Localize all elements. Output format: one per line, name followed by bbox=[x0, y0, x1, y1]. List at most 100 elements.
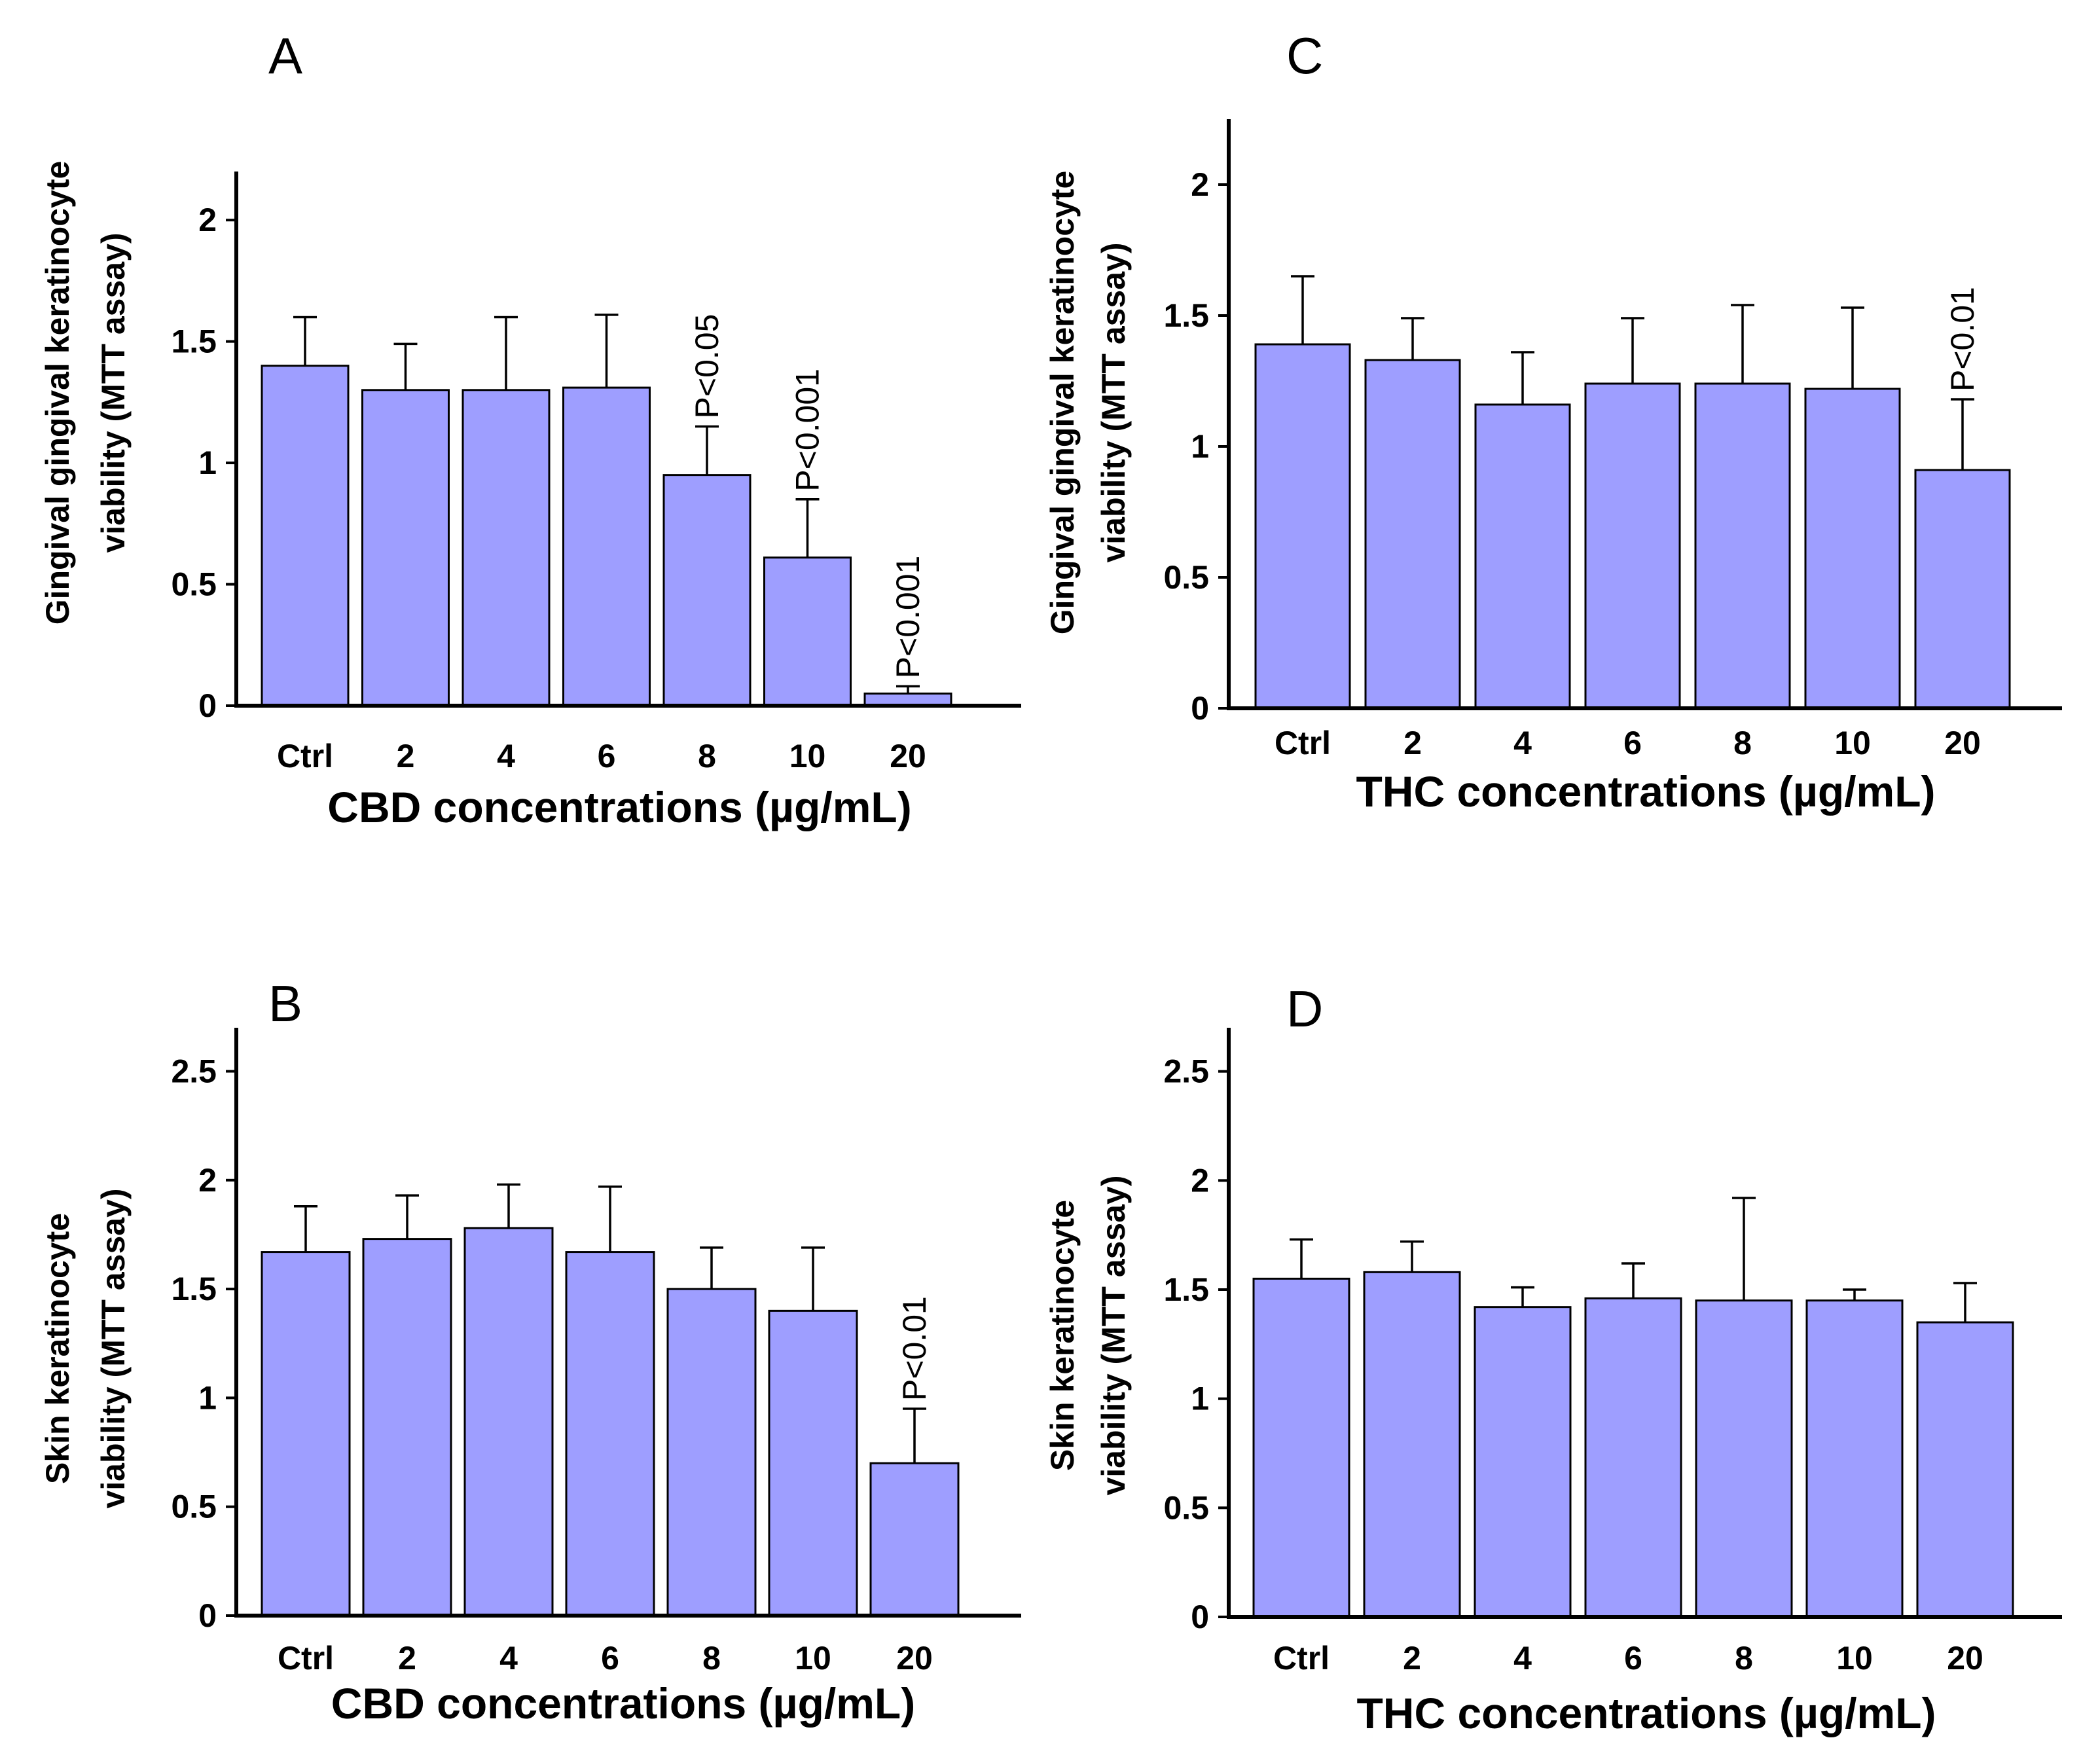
bar bbox=[1584, 1297, 1682, 1618]
x-tick-label: 8 bbox=[1735, 1640, 1753, 1676]
y-tick-label: 1.5 bbox=[171, 1271, 217, 1307]
x-tick-label: 2 bbox=[398, 1640, 416, 1676]
x-tick-label: 6 bbox=[1623, 725, 1642, 761]
x-tick-label: 6 bbox=[598, 738, 616, 774]
y-tick-label: 1.5 bbox=[1163, 297, 1209, 334]
x-tick-label: Ctrl bbox=[1275, 725, 1331, 761]
significance-label: P<0.01 bbox=[1944, 287, 1981, 391]
y-tick-label: 2 bbox=[198, 202, 217, 238]
y-axis-label: viability (MTT assay) bbox=[1095, 242, 1132, 562]
y-tick-label: 2.5 bbox=[1163, 1053, 1209, 1090]
x-tick-label: 20 bbox=[1947, 1640, 1983, 1676]
x-tick-label: 4 bbox=[499, 1640, 518, 1676]
x-tick-label: Ctrl bbox=[1273, 1640, 1330, 1676]
y-axis-label: Skin keratinocyte bbox=[1044, 1200, 1081, 1471]
panel-label: C bbox=[1286, 27, 1323, 84]
bar bbox=[763, 556, 852, 707]
y-tick-label: 1 bbox=[1191, 428, 1209, 465]
y-axis-label: viability (MTT assay) bbox=[1095, 1175, 1132, 1495]
bar bbox=[462, 389, 551, 707]
bar bbox=[1694, 382, 1791, 710]
x-tick-label: 10 bbox=[795, 1640, 831, 1676]
x-axis-label: THC concentrations (µg/mL) bbox=[1356, 767, 1935, 816]
y-tick-label: 0 bbox=[198, 1597, 217, 1634]
x-tick-label: 4 bbox=[1513, 725, 1532, 761]
bar bbox=[1916, 1321, 2014, 1618]
x-tick-label: 8 bbox=[1733, 725, 1752, 761]
bar bbox=[1254, 343, 1351, 710]
y-axis-label: Skin keratinocyte bbox=[39, 1213, 76, 1484]
y-tick-label: 0 bbox=[1191, 1599, 1209, 1635]
bar bbox=[662, 474, 751, 707]
x-tick-label: 20 bbox=[890, 738, 926, 774]
bar bbox=[1474, 403, 1571, 710]
bar bbox=[1252, 1277, 1350, 1618]
x-tick-label: 10 bbox=[789, 738, 826, 774]
y-axis-label: viability (MTT assay) bbox=[95, 232, 132, 552]
bar bbox=[261, 1251, 351, 1617]
y-tick-label: 0.5 bbox=[171, 566, 217, 603]
y-tick-label: 2.5 bbox=[171, 1053, 217, 1090]
y-axis-label: Gingival gingival keratinocyte bbox=[1044, 171, 1081, 635]
significance-label: P<0.05 bbox=[689, 314, 725, 419]
y-tick-label: 0.5 bbox=[171, 1489, 217, 1525]
y-tick-label: 1 bbox=[198, 1379, 217, 1416]
significance-label: P<0.01 bbox=[896, 1296, 933, 1401]
y-tick-label: 1.5 bbox=[1163, 1271, 1209, 1308]
bar bbox=[1805, 1299, 1904, 1618]
panel-label: D bbox=[1286, 980, 1323, 1038]
x-tick-label: 20 bbox=[896, 1640, 933, 1676]
y-tick-label: 1.5 bbox=[171, 323, 217, 360]
x-tick-label: 8 bbox=[698, 738, 716, 774]
bar bbox=[361, 389, 450, 707]
y-tick-label: 2 bbox=[198, 1162, 217, 1199]
y-tick-label: 0.5 bbox=[1163, 559, 1209, 596]
panel-label: A bbox=[268, 27, 302, 84]
bar bbox=[1914, 469, 2011, 710]
y-tick-label: 0.5 bbox=[1163, 1489, 1209, 1526]
y-tick-label: 0 bbox=[1191, 690, 1209, 727]
x-tick-label: 8 bbox=[702, 1640, 721, 1676]
x-tick-label: 20 bbox=[1944, 725, 1981, 761]
x-tick-label: 6 bbox=[601, 1640, 619, 1676]
bar bbox=[1695, 1299, 1793, 1618]
x-tick-label: 4 bbox=[497, 738, 515, 774]
bar bbox=[666, 1288, 757, 1617]
bar bbox=[768, 1309, 858, 1617]
significance-label: P<0.001 bbox=[789, 369, 826, 492]
bar bbox=[261, 365, 350, 707]
y-tick-label: 2 bbox=[1191, 1162, 1209, 1199]
x-tick-label: 6 bbox=[1624, 1640, 1642, 1676]
panel-label: B bbox=[268, 975, 302, 1032]
y-axis-label: Gingival gingival keratinocyte bbox=[39, 161, 76, 625]
y-tick-label: 2 bbox=[1191, 166, 1209, 203]
x-axis-label: CBD concentrations (µg/mL) bbox=[327, 783, 911, 831]
x-tick-label: Ctrl bbox=[277, 738, 333, 774]
y-tick-label: 0 bbox=[198, 687, 217, 724]
y-tick-label: 1 bbox=[1191, 1381, 1209, 1417]
panel-b: B Ctrl 2 4 6 8 10 P<0.01 20 0 0.5 1 1.5 2 2.5 Skin kera… bbox=[39, 975, 1021, 1728]
x-axis-label: THC concentrations (µg/mL) bbox=[1356, 1689, 1936, 1737]
panel-c: C Ctrl 2 4 6 8 10 P<0.01 20 0 0.5 1 1.5 2 Gingival gin… bbox=[1044, 27, 2062, 816]
y-tick-label: 1 bbox=[198, 444, 217, 481]
bar bbox=[1584, 382, 1681, 710]
bar bbox=[562, 386, 651, 707]
x-tick-label: Ctrl bbox=[278, 1640, 334, 1676]
x-tick-label: 2 bbox=[1403, 1640, 1421, 1676]
bar bbox=[1364, 359, 1461, 710]
panel-d: D Ctrl 2 4 6 8 10 20 0 0.5 1 1.5 2 2.5 Skin keratinocy… bbox=[1044, 980, 2062, 1737]
x-tick-label: 10 bbox=[1836, 1640, 1873, 1676]
bar bbox=[463, 1227, 554, 1617]
x-axis-label: CBD concentrations (µg/mL) bbox=[331, 1679, 915, 1728]
bar bbox=[1804, 388, 1901, 710]
x-tick-label: 10 bbox=[1834, 725, 1871, 761]
x-tick-label: 2 bbox=[397, 738, 415, 774]
bar bbox=[1474, 1306, 1572, 1618]
bar bbox=[1363, 1271, 1461, 1618]
x-tick-label: 4 bbox=[1513, 1640, 1532, 1676]
bar bbox=[362, 1238, 452, 1617]
significance-label: P<0.001 bbox=[890, 556, 926, 679]
bar bbox=[869, 1462, 960, 1617]
panel-a: A Ctrl 2 4 6 P<0.05 8 P<0.001 10 P<0.001 20 0 0.5 1 1.… bbox=[39, 27, 1021, 831]
